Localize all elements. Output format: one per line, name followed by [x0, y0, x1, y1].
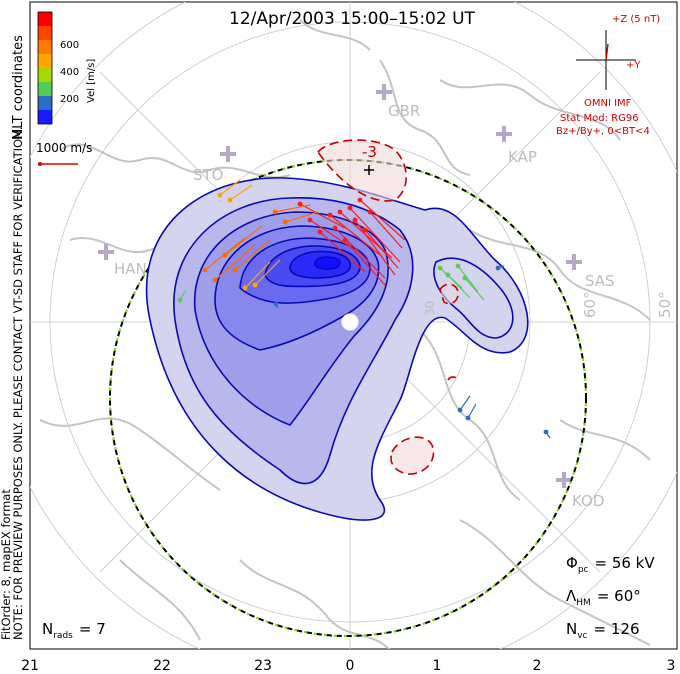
mlt-tick-label: 23 — [254, 658, 272, 674]
magnetic-pole-cross — [364, 165, 374, 175]
lambda-hm: ΛHM = 60° — [566, 587, 641, 608]
mlt-axis: 21 22 23 0 1 2 3 — [21, 658, 675, 674]
fit-statistics: Φpc = 56 kV ΛHM = 60° Nvc = 126 Nrads = 7 — [42, 554, 655, 641]
station-markers — [98, 84, 582, 488]
velocity-vectors — [177, 179, 551, 439]
station-label-kap: KAP — [508, 148, 537, 166]
mlt-tick-label: 3 — [667, 658, 676, 674]
station-label-han: HAN — [114, 260, 147, 278]
latitude-labels: 60° 50° — [581, 291, 674, 318]
map-title: 12/Apr/2003 15:00–15:02 UT — [229, 9, 475, 29]
fit-order-note: FitOrder: 8, mapEX format — [0, 489, 13, 640]
scale-vector-label: 1000 m/s — [36, 141, 92, 155]
color-bar: 600 400 200 Vel [m/s] — [37, 11, 97, 125]
station-label-gbr: GBR — [388, 102, 420, 120]
mlt-tick-label: 21 — [21, 658, 39, 674]
imf-z-label: +Z (5 nT) — [612, 14, 660, 25]
hm-boundary-overlay — [109, 159, 587, 637]
mlt-tick-label: 2 — [533, 658, 542, 674]
colorbar-tick: 200 — [60, 94, 79, 105]
latitude-label-50: 50° — [656, 291, 674, 318]
stat-model: Stat Mod: RG96 — [560, 113, 639, 124]
contour-labels-gray: 30 — [423, 301, 437, 316]
colorbar-tick: 400 — [60, 67, 79, 78]
station-label-sto: STO — [193, 166, 224, 184]
preview-note: NOTE: FOR PREVIEW PURPOSES ONLY. PLEASE … — [11, 127, 25, 640]
imf-y-label: +Y — [626, 60, 641, 71]
n-rads: Nrads = 7 — [42, 620, 106, 641]
mlt-tick-label: 1 — [433, 658, 442, 674]
phi-pc: Φpc = 56 kV — [566, 554, 655, 575]
station-labels: GBR KAP STO HAN SAS KOD — [114, 102, 615, 510]
pole-marker — [341, 313, 359, 331]
mlt-tick-label: 22 — [153, 658, 171, 674]
plot-frame — [29, 1, 678, 650]
stat-model-conditions: Bz+/By+, 0<BT<4 — [556, 126, 650, 137]
colorbar-axis-label: Vel [m/s] — [86, 59, 97, 103]
coord-system-label: MLT coordinates — [11, 35, 26, 140]
contour-labels: -3 — [362, 143, 377, 161]
imf-clock: +Z (5 nT) +Y OMNI IMF Stat Mod: RG96 Bz+… — [556, 14, 660, 137]
station-label-sas: SAS — [585, 272, 615, 290]
station-label-kod: KOD — [572, 492, 604, 510]
positive-potential-contours — [316, 139, 459, 475]
contour-label: -3 — [362, 143, 377, 161]
imf-source: OMNI IMF — [584, 98, 632, 109]
colorbar-tick: 600 — [60, 40, 79, 51]
scale-vector: 1000 m/s — [36, 141, 92, 166]
n-vc: Nvc = 126 — [566, 620, 639, 641]
mlt-tick-label: 0 — [346, 658, 355, 674]
contour-label: 30 — [423, 301, 437, 316]
latitude-label-60: 60° — [581, 291, 599, 318]
